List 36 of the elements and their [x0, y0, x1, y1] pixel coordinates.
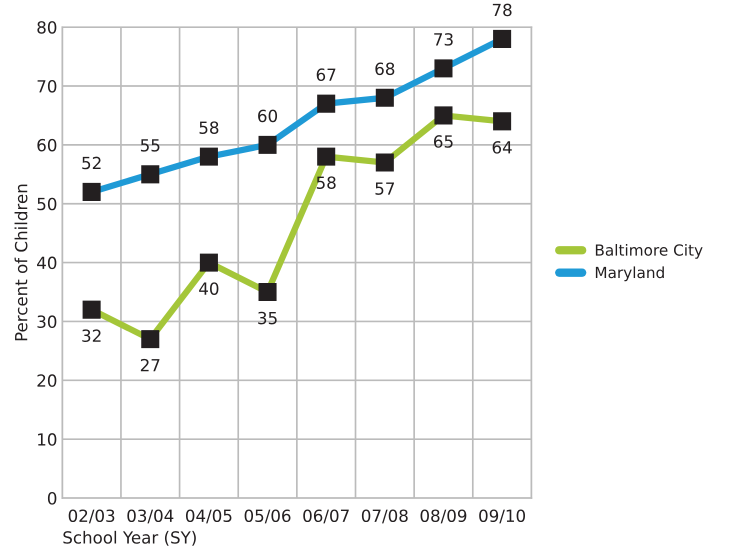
x-axis-title: School Year (SY) — [63, 530, 196, 546]
legend-label: Maryland — [596, 266, 664, 282]
x-tick-label: 09/10 — [479, 509, 526, 524]
x-tick-label: 04/05 — [186, 509, 232, 524]
data-label: 73 — [434, 33, 453, 46]
data-label: 67 — [316, 68, 336, 81]
legend-label: Baltimore City — [596, 244, 703, 259]
y-tick-label: 30 — [38, 315, 56, 328]
data-label: 64 — [492, 141, 512, 154]
y-tick-label: 50 — [38, 198, 56, 210]
y-tick-label: 40 — [37, 256, 56, 270]
data-label: 57 — [376, 182, 394, 195]
data-label: 32 — [82, 329, 101, 342]
data-label: 60 — [258, 110, 278, 122]
y-tick-label: 80 — [37, 21, 56, 34]
y-tick-label: 10 — [38, 433, 56, 446]
data-label: 27 — [140, 358, 160, 372]
y-tick-label: 20 — [37, 374, 56, 387]
data-label: 55 — [140, 139, 160, 152]
data-label: 78 — [492, 4, 512, 16]
y-axis-title: Percent of Children — [14, 184, 28, 340]
x-tick-label: 08/09 — [420, 509, 466, 524]
x-tick-label: 03/04 — [127, 509, 174, 524]
y-tick-label: 70 — [38, 80, 56, 93]
data-label: 35 — [258, 312, 277, 324]
data-label: 40 — [199, 282, 218, 295]
y-tick-label: 0 — [48, 492, 56, 505]
x-tick-label: 07/08 — [362, 509, 408, 524]
data-label: 65 — [434, 135, 453, 148]
x-tick-label: 05/06 — [244, 509, 291, 524]
data-label: 58 — [200, 121, 218, 134]
x-tick-label: 02/03 — [68, 509, 114, 524]
data-label: 68 — [375, 62, 394, 76]
data-label: 52 — [82, 156, 101, 170]
x-tick-label: 06/07 — [303, 509, 349, 524]
y-tick-label: 60 — [37, 138, 56, 152]
